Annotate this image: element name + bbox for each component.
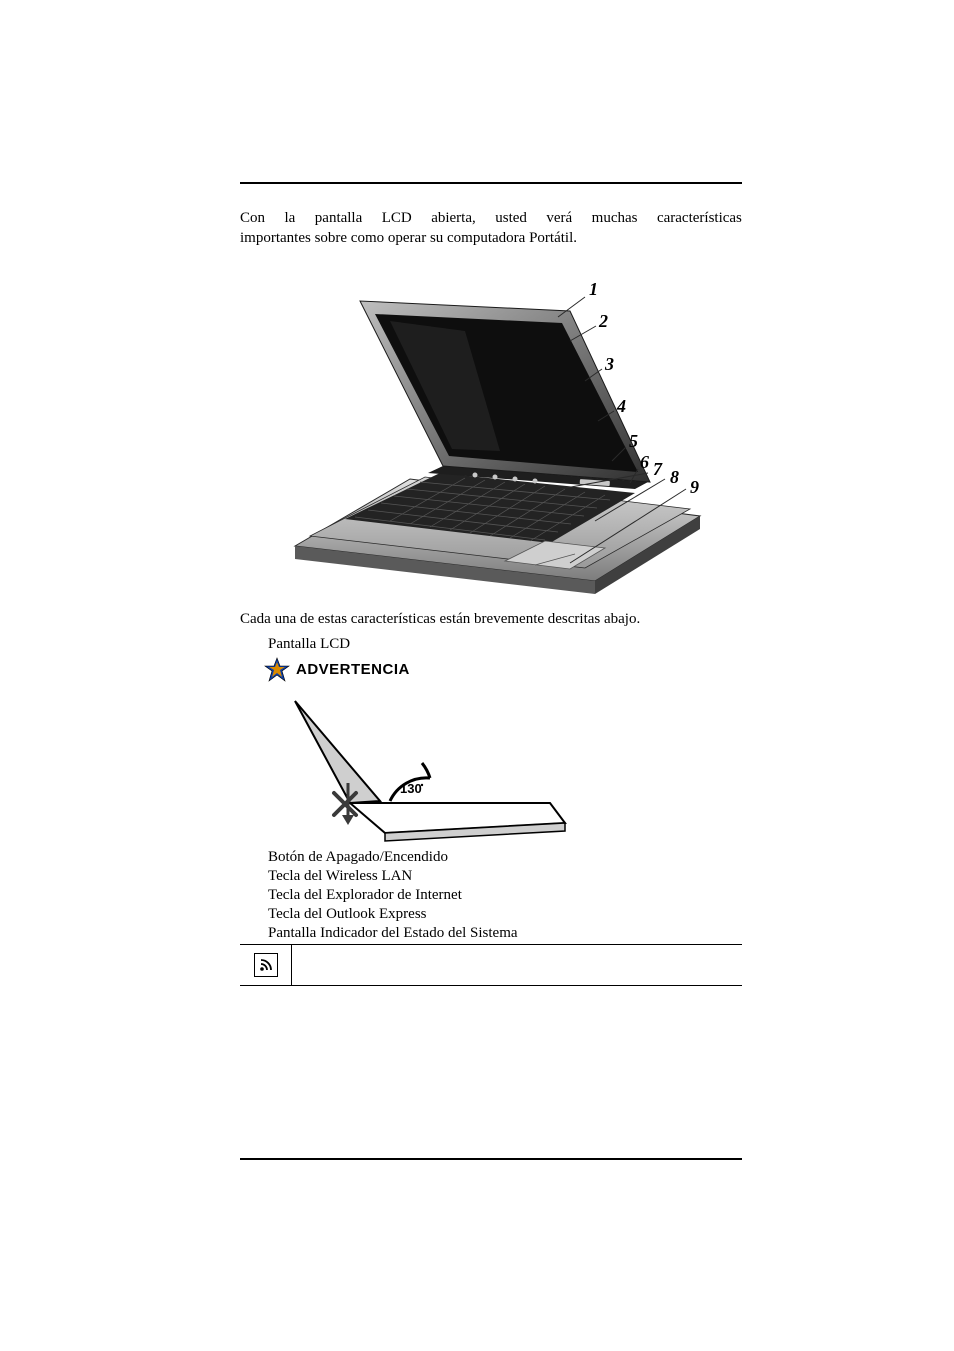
top-horizontal-rule (240, 182, 742, 184)
intro-w: la (284, 208, 295, 228)
intro-w: LCD (382, 208, 412, 228)
rss-icon (254, 953, 278, 977)
status-table-row (240, 944, 742, 986)
intro-w: pantalla (315, 208, 362, 228)
status-empty-cell (292, 945, 742, 985)
page-content: Con la pantalla LCD abierta, usted verá … (240, 182, 742, 986)
callout-4: 4 (616, 396, 626, 416)
feature-status: Pantalla Indicador del Estado del Sistem… (268, 925, 742, 942)
warning-star-icon (264, 657, 290, 683)
intro-w: Con (240, 208, 265, 228)
callout-1: 1 (589, 279, 598, 299)
callout-7: 7 (653, 459, 663, 479)
status-icon-cell (240, 945, 292, 985)
feature-power: Botón de Apagado/Encendido (268, 849, 742, 866)
callout-9: 9 (690, 477, 699, 497)
warning-row: ADVERTENCIA (264, 657, 742, 683)
warning-label: ADVERTENCIA (296, 661, 410, 678)
bottom-horizontal-rule (240, 1158, 742, 1160)
intro-line-2: importantes sobre como operar su computa… (240, 228, 742, 248)
intro-w: características (657, 208, 742, 228)
laptop-illustration: 1 2 3 4 5 6 7 8 9 (240, 261, 742, 601)
callout-8: 8 (670, 467, 679, 487)
features-intro: Cada una de estas características están … (240, 611, 742, 628)
angle-svg: 130 (290, 693, 570, 843)
intro-line-1: Con la pantalla LCD abierta, usted verá … (240, 208, 742, 228)
laptop-figure: 1 2 3 4 5 6 7 8 9 (240, 261, 742, 601)
feature-outlook: Tecla del Outlook Express (268, 906, 742, 923)
angle-diagram: 130 (290, 693, 570, 843)
feature-list-2: Botón de Apagado/Encendido Tecla del Wir… (240, 849, 742, 942)
callout-5: 5 (629, 431, 638, 451)
intro-w: verá (546, 208, 572, 228)
intro-w: usted (495, 208, 527, 228)
angle-value: 130 (400, 781, 422, 796)
feature-list: Pantalla LCD (240, 636, 742, 653)
feature-lcd: Pantalla LCD (268, 636, 742, 653)
intro-w: abierta, (431, 208, 476, 228)
feature-wlan: Tecla del Wireless LAN (268, 868, 742, 885)
intro-paragraph: Con la pantalla LCD abierta, usted verá … (240, 208, 742, 249)
callout-2: 2 (598, 311, 608, 331)
callout-6: 6 (640, 452, 649, 472)
feature-browser: Tecla del Explorador de Internet (268, 887, 742, 904)
intro-w: muchas (592, 208, 638, 228)
callout-3: 3 (604, 354, 614, 374)
